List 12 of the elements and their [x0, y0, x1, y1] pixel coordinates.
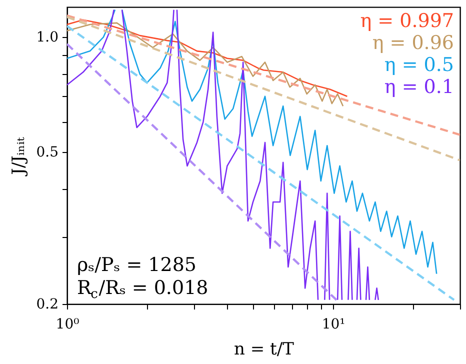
x-axis-title: n = t/T	[234, 340, 295, 360]
annotation: ρₛ/Pₛ = 1285	[77, 254, 197, 276]
y-tick-label: 0.5	[36, 144, 58, 161]
text: η = 0.997	[360, 10, 454, 32]
x-tick-label: 10¹	[322, 316, 346, 332]
y-tick-label: 1.0	[36, 30, 58, 46]
x-tick-label: 10⁰	[56, 316, 80, 332]
text: η = 0.1	[384, 76, 454, 98]
y-tick-label: 0.2	[36, 296, 58, 312]
text: η = 0.5	[384, 54, 454, 76]
text: η = 0.96	[372, 32, 454, 54]
y-axis-title: J/Jᵢₙᵢₜ	[9, 136, 30, 177]
